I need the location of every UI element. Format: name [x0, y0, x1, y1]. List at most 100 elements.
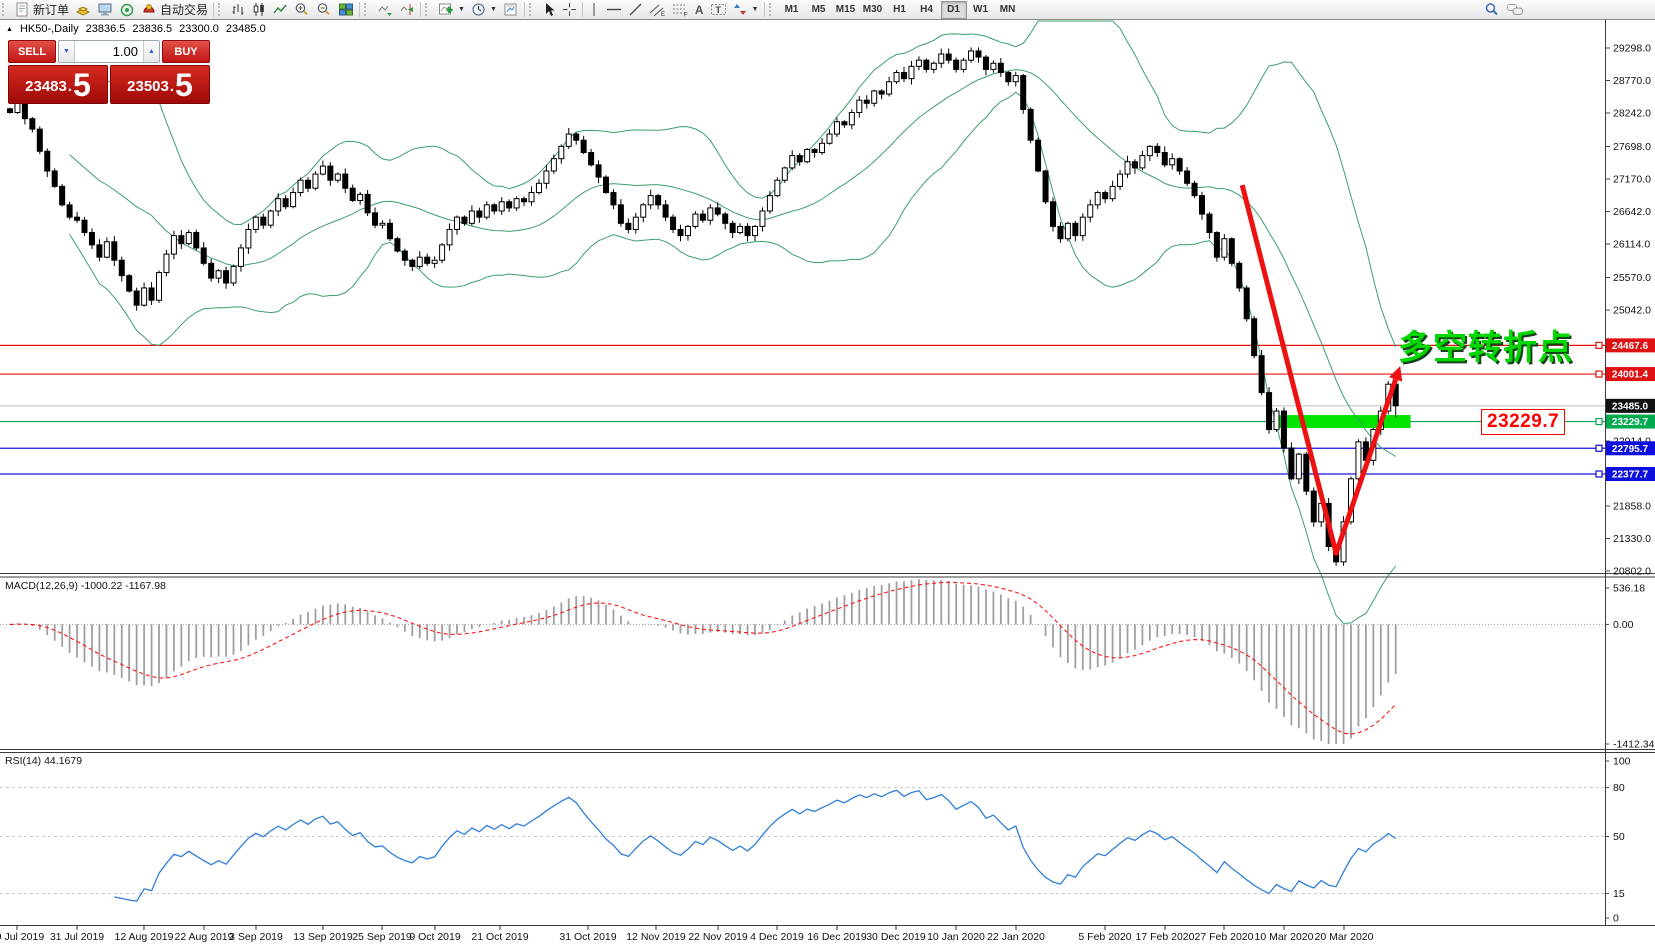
svg-text:23229.7: 23229.7 — [1612, 417, 1649, 428]
separator — [213, 2, 215, 17]
arrows-button[interactable]: ▼ — [730, 1, 762, 18]
zoom-out-icon — [316, 2, 332, 17]
svg-text:25 Sep 2019: 25 Sep 2019 — [352, 931, 412, 943]
new-order-label: 新订单 — [33, 3, 70, 17]
volume-decrease-button[interactable]: ▼ — [59, 41, 75, 62]
text-label-button[interactable]: T — [707, 1, 730, 18]
horizontal-line-button[interactable] — [603, 1, 625, 18]
toolbar-grip[interactable] — [425, 3, 432, 16]
new-order-button[interactable]: 新订单 — [12, 1, 72, 18]
svg-text:26114.0: 26114.0 — [1613, 239, 1650, 251]
zoom-in-icon — [294, 2, 310, 17]
tile-windows-button[interactable] — [335, 1, 357, 18]
timeframe-m30[interactable]: M30 — [862, 4, 883, 15]
text-button[interactable]: A — [692, 1, 707, 18]
toolbar-grip[interactable] — [218, 3, 225, 16]
collapse-triangle-icon[interactable]: ▲ — [6, 25, 13, 33]
buy-price-panel[interactable]: 23503. 5 — [110, 65, 210, 104]
svg-text:100: 100 — [1613, 756, 1631, 768]
svg-text:28770.0: 28770.0 — [1613, 75, 1651, 87]
svg-text:22 Nov 2019: 22 Nov 2019 — [688, 931, 748, 943]
svg-text:27698.0: 27698.0 — [1613, 141, 1651, 153]
chart-background — [0, 19, 1655, 944]
svg-text:22795.7: 22795.7 — [1612, 444, 1649, 455]
toolbar-grip[interactable] — [364, 3, 371, 16]
macd-indicator-label: MACD(12,26,9) -1000.22 -1167.98 — [5, 580, 166, 592]
sell-price-panel[interactable]: 23483. 5 — [8, 65, 108, 104]
timeframe-d1[interactable]: D1 — [940, 0, 967, 19]
tile-windows-icon — [338, 2, 354, 17]
timeframe-m15[interactable]: M15 — [835, 4, 856, 15]
ohlc-low: 23300.0 — [179, 23, 219, 35]
trend-arrow-annotation — [1239, 184, 1403, 556]
volume-value[interactable]: 1.00 — [112, 44, 138, 59]
periods-button[interactable]: ▼ — [468, 1, 500, 18]
zoom-out-button[interactable] — [313, 1, 335, 18]
svg-text:536.18: 536.18 — [1613, 583, 1645, 595]
support-highlight-bar[interactable] — [1276, 415, 1411, 429]
svg-text:16 Dec 2019: 16 Dec 2019 — [807, 931, 867, 943]
svg-text:4 Dec 2019: 4 Dec 2019 — [750, 931, 804, 943]
svg-text:31 Oct 2019: 31 Oct 2019 — [559, 931, 616, 943]
market-watch-button[interactable] — [72, 1, 94, 18]
navigator-button[interactable] — [116, 1, 138, 18]
turning-point-annotation[interactable]: 多空转折点 — [1398, 329, 1573, 367]
data-window-button[interactable] — [94, 1, 116, 18]
sell-price-main: 23483 — [25, 78, 67, 95]
chat-button[interactable] — [1503, 1, 1527, 18]
timeframe-w1[interactable]: W1 — [973, 4, 989, 15]
dropdown-caret-icon: ▼ — [489, 6, 497, 13]
svg-text:31 Jul 2019: 31 Jul 2019 — [50, 931, 104, 943]
svg-text:80: 80 — [1613, 782, 1625, 794]
separator — [581, 2, 583, 17]
sell-button[interactable]: SELL — [8, 40, 56, 63]
autotrading-button[interactable]: 自动交易 — [138, 1, 211, 18]
chart-shift-button[interactable] — [396, 1, 418, 18]
text-icon: A — [694, 2, 704, 17]
search-button[interactable] — [1481, 1, 1503, 18]
channel-button[interactable]: E — [646, 1, 669, 18]
crosshair-button[interactable] — [559, 1, 580, 18]
trendline-button[interactable] — [625, 1, 646, 18]
timeframe-bar: M1 M5 M15 M30 H1 H4 D1 W1 MN — [779, 0, 1021, 19]
candlestick-chart-icon — [252, 2, 267, 17]
svg-text:29298.0: 29298.0 — [1613, 43, 1651, 55]
buy-button[interactable]: BUY — [162, 40, 210, 63]
svg-text:25042.0: 25042.0 — [1613, 304, 1651, 316]
svg-text:22 Aug 2019: 22 Aug 2019 — [175, 931, 234, 943]
line-chart-button[interactable] — [270, 1, 291, 18]
indicators-button[interactable]: ▼ — [435, 1, 468, 18]
ohlc-close: 23485.0 — [225, 23, 266, 35]
vertical-line-button[interactable] — [585, 1, 603, 18]
timeframe-h1[interactable]: H1 — [893, 4, 906, 15]
volume-increase-button[interactable]: ▲ — [143, 41, 159, 62]
toolbar-grip[interactable] — [768, 3, 776, 16]
svg-text:24001.4: 24001.4 — [1612, 370, 1649, 381]
bar-chart-button[interactable] — [228, 1, 249, 18]
auto-scroll-button[interactable] — [374, 1, 396, 18]
timeframe-mn[interactable]: MN — [999, 4, 1016, 15]
separator — [523, 2, 525, 17]
support-price-label[interactable]: 23229.7 — [1481, 409, 1566, 435]
timeframe-m5[interactable]: M5 — [811, 4, 826, 15]
horizontal-line-icon — [606, 2, 622, 17]
toolbar-grip[interactable] — [2, 3, 9, 16]
svg-text:22377.7: 22377.7 — [1612, 470, 1649, 481]
crosshair-icon — [562, 2, 577, 17]
svg-text:12 Aug 2019: 12 Aug 2019 — [115, 931, 174, 943]
svg-text:13 Sep 2019: 13 Sep 2019 — [293, 931, 353, 943]
cursor-button[interactable] — [539, 1, 559, 18]
template-icon — [503, 2, 519, 17]
toolbar-grip[interactable] — [528, 3, 536, 16]
templates-button[interactable] — [500, 1, 522, 18]
timeframe-h4[interactable]: H4 — [920, 4, 933, 15]
svg-text:17 Feb 2020: 17 Feb 2020 — [1136, 931, 1195, 943]
timeframe-m1[interactable]: M1 — [784, 4, 799, 15]
fibonacci-button[interactable]: F — [669, 1, 692, 18]
ohlc-high: 23836.5 — [132, 23, 173, 35]
candlestick-chart-button[interactable] — [249, 1, 270, 18]
zoom-in-button[interactable] — [291, 1, 313, 18]
svg-text:26642.0: 26642.0 — [1613, 206, 1651, 218]
